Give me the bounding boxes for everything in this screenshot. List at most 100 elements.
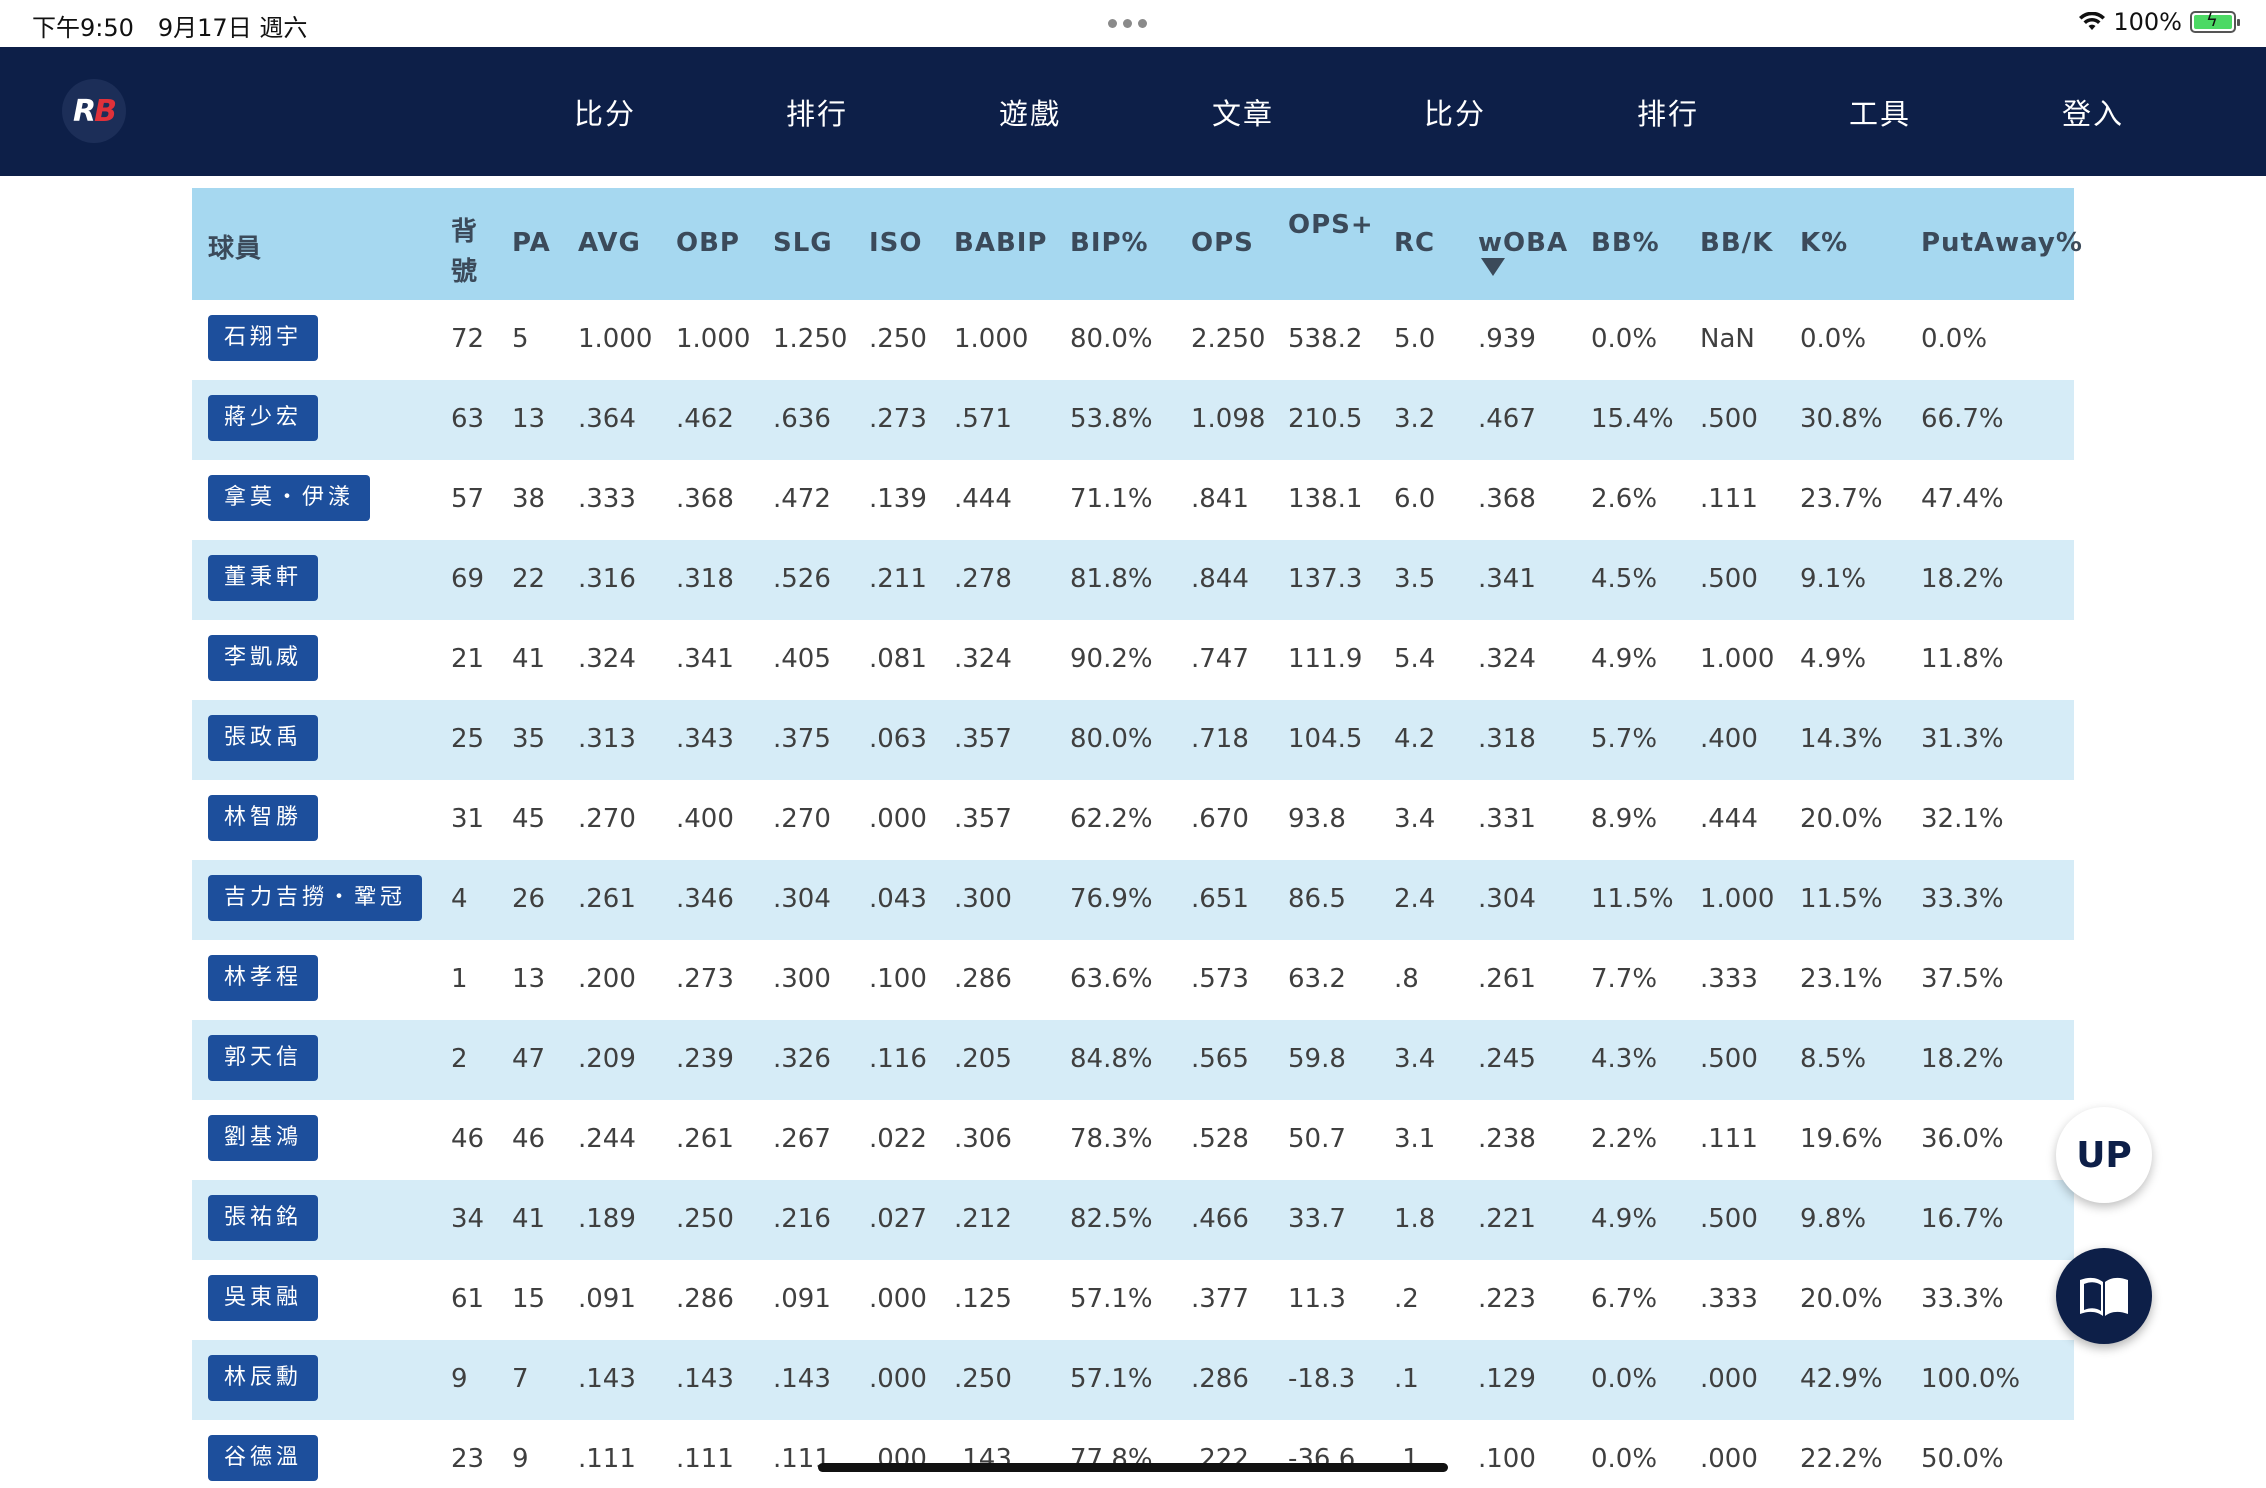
player-name-button[interactable]: 林孝程 <box>208 955 319 1001</box>
cell-iso: .000 <box>869 1284 927 1314</box>
cell-no: 34 <box>451 1204 485 1234</box>
player-name-button[interactable]: 張祐銘 <box>208 1195 319 1241</box>
cell-rc: 4.2 <box>1394 724 1436 754</box>
header-putaway[interactable]: PutAway% <box>1921 228 2083 258</box>
nav-item-scores[interactable]: 比分 <box>573 97 636 131</box>
cell-pa: 47 <box>512 1044 546 1074</box>
cell-avg: .324 <box>578 644 636 674</box>
cell-woba: .331 <box>1478 804 1536 834</box>
cell-babip: .250 <box>954 1364 1012 1394</box>
cell-ops: .651 <box>1191 884 1249 914</box>
header-woba[interactable]: wOBA <box>1478 228 1569 258</box>
nav-item-scores-2[interactable]: 比分 <box>1423 97 1486 131</box>
player-name-button[interactable]: 林智勝 <box>208 795 319 841</box>
header-number[interactable]: 背號 <box>451 217 479 287</box>
header-pa[interactable]: PA <box>512 228 551 258</box>
wifi-icon <box>2079 12 2106 30</box>
cell-putaway: 36.0% <box>1921 1124 2004 1154</box>
header-ops-plus[interactable]: OPS+ <box>1288 210 1374 240</box>
header-babip[interactable]: BABIP <box>954 228 1048 258</box>
player-name-button[interactable]: 李凱威 <box>208 635 319 681</box>
cell-no: 9 <box>451 1364 468 1394</box>
cell-k-pct: 23.1% <box>1800 964 1883 994</box>
player-name-button[interactable]: 石翔宇 <box>208 315 319 361</box>
cell-ops: 2.250 <box>1191 324 1266 354</box>
table-row: 吳東融 61 15 .091 .286 .091 .000 .125 57.1% .377 11.3… <box>192 1260 2074 1340</box>
header-bb-k[interactable]: BB/K <box>1700 228 1774 258</box>
cell-ops-plus: 86.5 <box>1288 884 1346 914</box>
header-player[interactable]: 球員 <box>208 234 263 264</box>
header-k-pct[interactable]: K% <box>1800 228 1849 258</box>
glossary-button[interactable] <box>2056 1248 2152 1344</box>
cell-avg: .111 <box>578 1444 636 1474</box>
cell-bb-k: .500 <box>1700 564 1758 594</box>
player-name-button[interactable]: 董秉軒 <box>208 555 319 601</box>
nav-item-rankings-2[interactable]: 排行 <box>1636 97 1699 131</box>
cell-bip: 57.1% <box>1070 1364 1153 1394</box>
cell-ops-plus: 59.8 <box>1288 1044 1346 1074</box>
cell-rc: 6.0 <box>1394 484 1436 514</box>
cell-avg: .270 <box>578 804 636 834</box>
cell-k-pct: 4.9% <box>1800 644 1867 674</box>
header-obp[interactable]: OBP <box>676 228 740 258</box>
cell-bip: 71.1% <box>1070 484 1153 514</box>
multitasking-dots[interactable] <box>1108 19 1147 28</box>
home-indicator[interactable] <box>818 1463 1448 1472</box>
cell-woba: .467 <box>1478 404 1536 434</box>
nav-item-tools[interactable]: 工具 <box>1848 97 1911 131</box>
cell-no: 46 <box>451 1124 485 1154</box>
header-rc[interactable]: RC <box>1394 228 1436 258</box>
player-name-button[interactable]: 吉力吉撈・鞏冠 <box>208 875 423 921</box>
player-name-button[interactable]: 蔣少宏 <box>208 395 319 441</box>
cell-avg: .209 <box>578 1044 636 1074</box>
nav-item-articles[interactable]: 文章 <box>1211 97 1274 131</box>
header-bip[interactable]: BIP% <box>1070 228 1149 258</box>
player-name-button[interactable]: 張政禹 <box>208 715 319 761</box>
cell-woba: .100 <box>1478 1444 1536 1474</box>
cell-bip: 82.5% <box>1070 1204 1153 1234</box>
player-name-button[interactable]: 拿莫・伊漾 <box>208 475 371 521</box>
cell-bb-k: .000 <box>1700 1444 1758 1474</box>
player-name-button[interactable]: 劉基鴻 <box>208 1115 319 1161</box>
cell-ops: .844 <box>1191 564 1249 594</box>
player-name-button[interactable]: 林辰勳 <box>208 1355 319 1401</box>
cell-ops: .670 <box>1191 804 1249 834</box>
cell-babip: .125 <box>954 1284 1012 1314</box>
sort-desc-icon[interactable] <box>1481 258 1505 276</box>
header-avg[interactable]: AVG <box>578 228 641 258</box>
player-name-button[interactable]: 郭天信 <box>208 1035 319 1081</box>
cell-woba: .341 <box>1478 564 1536 594</box>
player-name-button[interactable]: 吳東融 <box>208 1275 319 1321</box>
cell-k-pct: 9.1% <box>1800 564 1867 594</box>
nav-item-games[interactable]: 遊戲 <box>998 97 1061 131</box>
cell-slg: .304 <box>773 884 831 914</box>
cell-k-pct: 8.5% <box>1800 1044 1867 1074</box>
cell-bb-pct: 2.2% <box>1591 1124 1658 1154</box>
header-iso[interactable]: ISO <box>869 228 923 258</box>
cell-k-pct: 9.8% <box>1800 1204 1867 1234</box>
header-ops[interactable]: OPS <box>1191 228 1254 258</box>
cell-putaway: 11.8% <box>1921 644 2004 674</box>
cell-k-pct: 20.0% <box>1800 804 1883 834</box>
scroll-up-button[interactable]: UP <box>2056 1107 2152 1203</box>
cell-woba: .368 <box>1478 484 1536 514</box>
book-icon <box>2080 1277 2128 1316</box>
cell-bb-pct: 6.7% <box>1591 1284 1658 1314</box>
nav-item-rankings[interactable]: 排行 <box>785 97 848 131</box>
player-name-button[interactable]: 谷德溫 <box>208 1435 319 1481</box>
header-bb-pct[interactable]: BB% <box>1591 228 1660 258</box>
cell-bip: 80.0% <box>1070 324 1153 354</box>
cell-bb-k: .000 <box>1700 1364 1758 1394</box>
nav-item-login[interactable]: 登入 <box>2061 97 2124 131</box>
table-row: 拿莫・伊漾 57 38 .333 .368 .472 .139 .444 71.1% .841 13… <box>192 460 2074 540</box>
cell-slg: .326 <box>773 1044 831 1074</box>
cell-bb-k: .500 <box>1700 1044 1758 1074</box>
cell-bb-k: .500 <box>1700 1204 1758 1234</box>
cell-babip: .324 <box>954 644 1012 674</box>
header-slg[interactable]: SLG <box>773 228 833 258</box>
cell-slg: .472 <box>773 484 831 514</box>
cell-no: 25 <box>451 724 485 754</box>
cell-pa: 41 <box>512 1204 546 1234</box>
cell-no: 1 <box>451 964 468 994</box>
